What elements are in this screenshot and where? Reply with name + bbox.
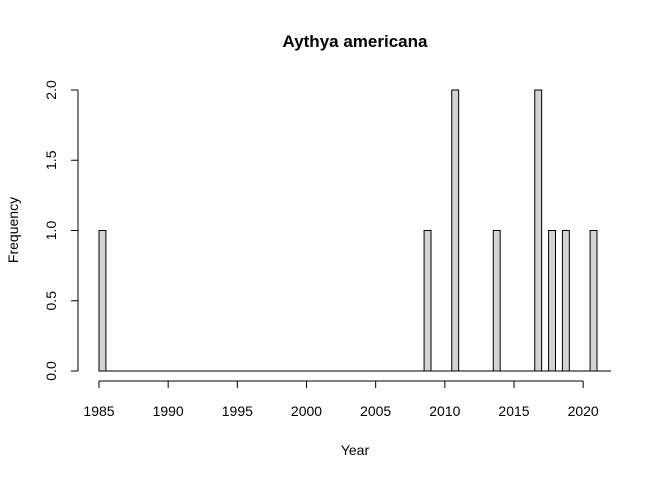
histogram-bar: [98, 230, 107, 372]
x-tick-label: 1990: [153, 403, 184, 419]
x-tick-label: 1995: [222, 403, 253, 419]
x-axis-label: Year: [341, 442, 370, 458]
y-tick-label: 1.0: [43, 221, 59, 241]
x-tick-label: 1985: [83, 403, 114, 419]
y-axis: 0.0 0.5 1.0 1.5 2.0: [43, 80, 79, 381]
x-tick-label: 2015: [498, 403, 529, 419]
x-axis: 1985 1990 1995 2000 2005 2010 2015 2020: [83, 380, 599, 419]
histogram-bar: [451, 89, 460, 372]
bars-group: [98, 89, 598, 372]
histogram-bar: [561, 230, 570, 372]
x-tick-label: 2000: [291, 403, 322, 419]
y-tick-label: 1.5: [43, 150, 59, 170]
y-tick-label: 2.0: [43, 80, 59, 100]
histogram-bar: [492, 230, 501, 372]
x-tick-label: 2010: [429, 403, 460, 419]
x-tick-label: 2020: [568, 403, 599, 419]
y-tick-label: 0.0: [43, 361, 59, 381]
y-axis-label: Frequency: [5, 197, 21, 263]
histogram-bar: [534, 89, 543, 372]
histogram-bar: [589, 230, 598, 372]
x-tick-label: 2005: [360, 403, 391, 419]
histogram-bar: [548, 230, 556, 372]
y-tick-label: 0.5: [43, 291, 59, 311]
histogram-bar: [423, 230, 432, 372]
chart-title: Aythya americana: [283, 32, 428, 51]
